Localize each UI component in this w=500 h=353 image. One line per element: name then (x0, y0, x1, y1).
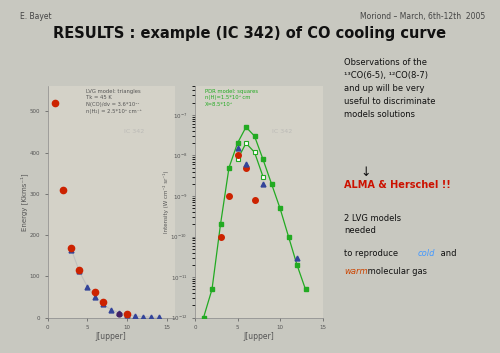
Text: and: and (438, 249, 456, 258)
Text: IC 342: IC 342 (272, 129, 292, 134)
Text: E. Bayet: E. Bayet (20, 12, 52, 21)
Y-axis label: Intensity (W cm⁻² sr⁻¹): Intensity (W cm⁻² sr⁻¹) (163, 171, 169, 233)
X-axis label: J[upper]: J[upper] (244, 332, 274, 341)
Text: IC 342: IC 342 (124, 129, 144, 134)
Text: molecular gas: molecular gas (365, 267, 427, 275)
Text: ↓: ↓ (360, 166, 370, 179)
Text: LVG model: triangles
Tk = 45 K
N(CO)/dv = 3.6*10¹⁷
n(H₂) = 2.5*10³ cm⁻³: LVG model: triangles Tk = 45 K N(CO)/dv … (86, 89, 142, 114)
Text: to reproduce: to reproduce (344, 249, 401, 258)
Text: warm: warm (344, 267, 368, 275)
X-axis label: J[upper]: J[upper] (96, 332, 126, 341)
Text: ALMA & Herschel !!: ALMA & Herschel !! (344, 180, 451, 190)
Text: cold: cold (418, 249, 436, 258)
Text: PDR model: squares
n(H)=1.5*10⁵ cm
X=8.5*10⁵: PDR model: squares n(H)=1.5*10⁵ cm X=8.5… (205, 89, 258, 107)
Text: Observations of the
¹³CO(6-5), ¹²CO(8-7)
and up will be very
useful to discrimin: Observations of the ¹³CO(6-5), ¹²CO(8-7)… (344, 58, 436, 119)
Text: RESULTS : example (IC 342) of CO cooling curve: RESULTS : example (IC 342) of CO cooling… (54, 26, 446, 41)
Y-axis label: Energy [Kkms⁻¹]: Energy [Kkms⁻¹] (20, 173, 28, 231)
Text: 2 LVG models
needed: 2 LVG models needed (344, 214, 401, 235)
Text: Moriond – March, 6th-12th  2005: Moriond – March, 6th-12th 2005 (360, 12, 485, 21)
